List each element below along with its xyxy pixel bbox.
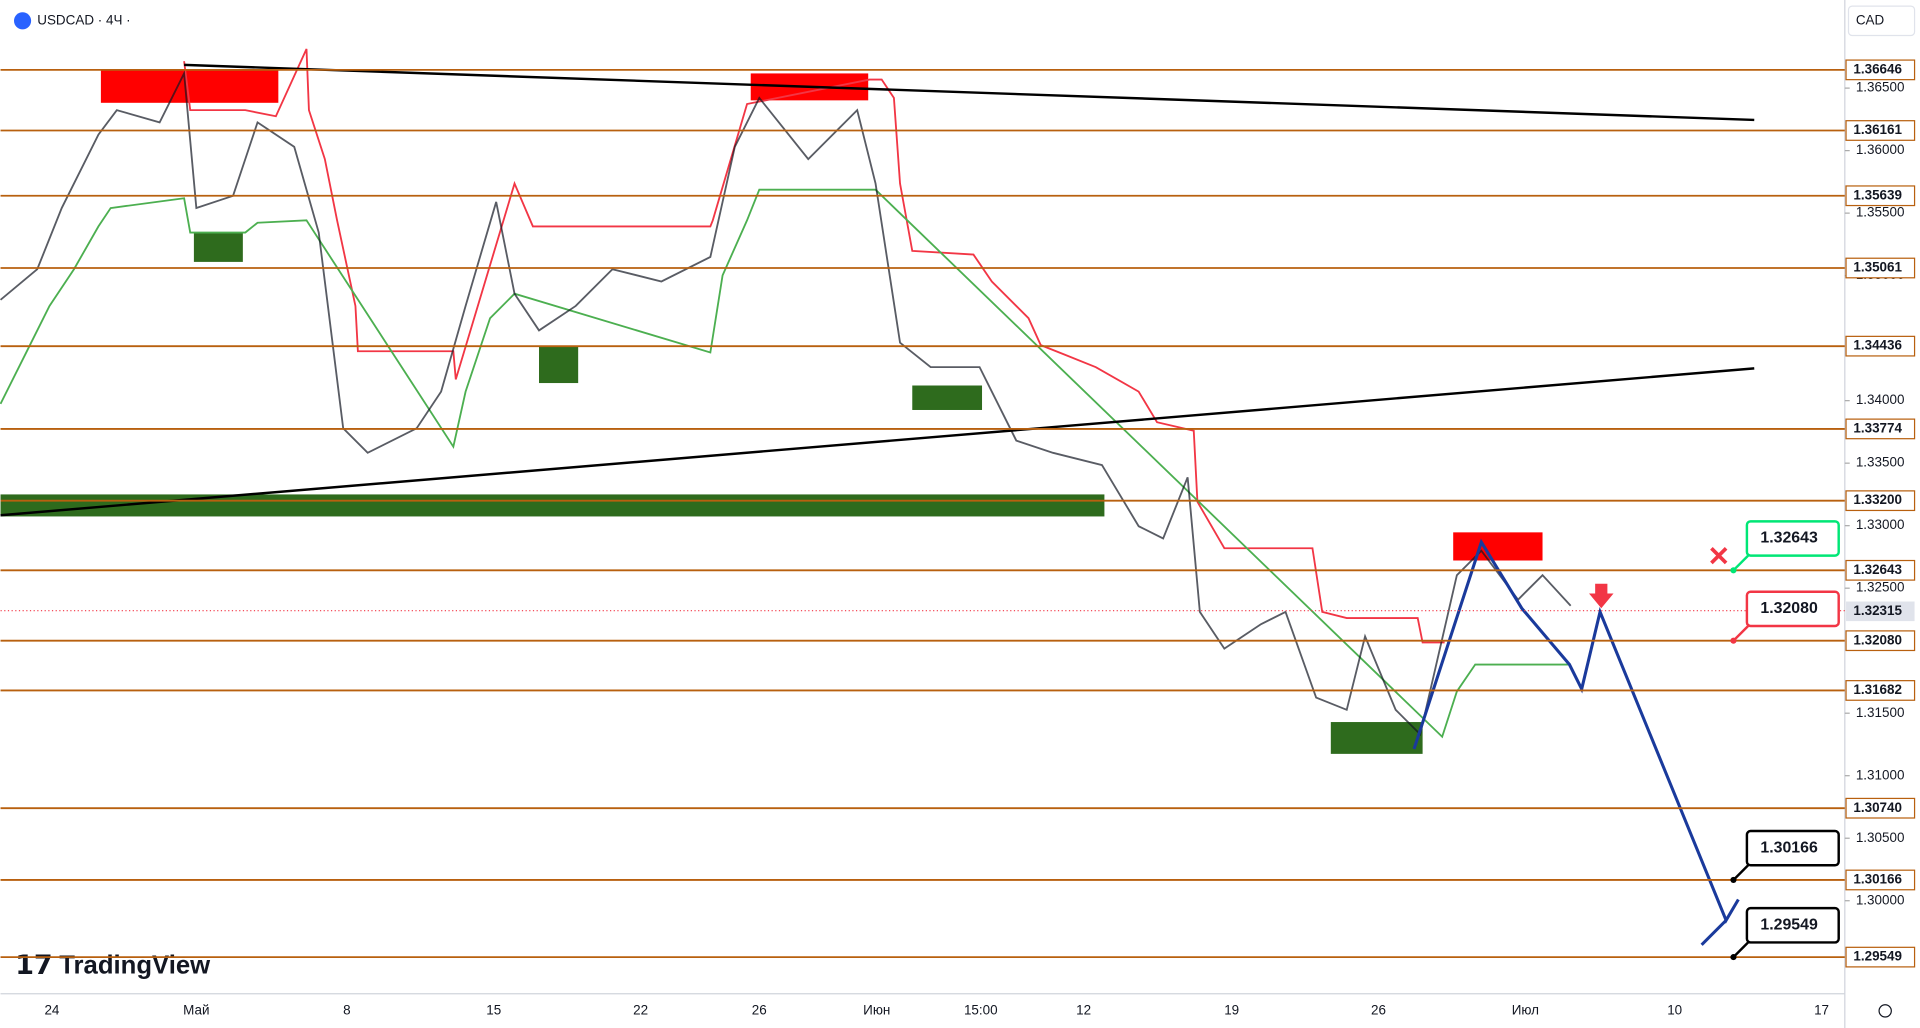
time-label: 10 bbox=[1667, 1002, 1682, 1017]
symbol: USDCAD · 4Ч · bbox=[37, 12, 130, 27]
callout-label: 1.32643 bbox=[1760, 530, 1818, 547]
price-tick-label: 1.36000 bbox=[1856, 142, 1905, 157]
level-label: 1.33200 bbox=[1853, 492, 1902, 507]
forecast-path bbox=[1412, 538, 1740, 924]
supertrend-line bbox=[183, 48, 1445, 644]
callout-label: 1.30166 bbox=[1760, 839, 1818, 856]
level-label-bg bbox=[1845, 335, 1916, 357]
price-tick-label: 1.32500 bbox=[1856, 580, 1905, 595]
time-label: Июл bbox=[1512, 1002, 1539, 1017]
level-label-bg bbox=[1845, 869, 1916, 891]
time-label: 12 bbox=[1076, 1002, 1091, 1017]
trendline bbox=[184, 63, 1755, 122]
price-tick-label: 1.31500 bbox=[1856, 705, 1905, 720]
current-price-label: 1.32315 bbox=[1853, 603, 1902, 618]
level-label-bg bbox=[1845, 680, 1916, 701]
flag-icon bbox=[13, 12, 32, 30]
level-label-bg bbox=[1845, 490, 1916, 512]
level-label-bg bbox=[1845, 797, 1916, 819]
callout-label: 1.29549 bbox=[1760, 916, 1818, 933]
level-label: 1.36161 bbox=[1853, 122, 1902, 137]
resistance-zone bbox=[1453, 532, 1543, 561]
support-zone bbox=[912, 385, 983, 410]
current-price-bg bbox=[1846, 601, 1915, 622]
time-label: 26 bbox=[1371, 1002, 1386, 1017]
level-label: 1.35639 bbox=[1853, 187, 1902, 202]
level-label-bg bbox=[1845, 418, 1916, 440]
callout-anchor bbox=[1730, 876, 1737, 884]
time-label: 24 bbox=[44, 1002, 59, 1017]
level-label-bg bbox=[1845, 946, 1916, 968]
callout-box bbox=[1745, 906, 1840, 944]
level-label-bg bbox=[1845, 120, 1916, 141]
time-label: 15:00 bbox=[964, 1002, 998, 1017]
price-tick-label: 1.35500 bbox=[1856, 205, 1905, 220]
level-label: 1.31682 bbox=[1853, 682, 1902, 697]
supertrend-line bbox=[0, 188, 1571, 739]
level-label-bg bbox=[1845, 559, 1916, 581]
level-label: 1.32080 bbox=[1853, 632, 1902, 647]
price-tick-label: 1.30500 bbox=[1856, 830, 1905, 845]
currency[interactable]: CAD bbox=[1856, 12, 1885, 27]
time-label: Июн bbox=[863, 1002, 890, 1017]
callout-box bbox=[1745, 590, 1840, 628]
resistance-zone bbox=[100, 69, 279, 103]
sell-arrow bbox=[1589, 583, 1614, 609]
level-label: 1.30740 bbox=[1853, 800, 1902, 815]
support-zone bbox=[539, 346, 579, 384]
callout-label: 1.32080 bbox=[1760, 600, 1818, 617]
price-tick-label: 1.30000 bbox=[1856, 892, 1905, 907]
cancel-icon bbox=[1710, 546, 1728, 565]
currency-button[interactable] bbox=[1847, 5, 1916, 37]
time-label: 26 bbox=[752, 1002, 767, 1017]
level-label-bg bbox=[1845, 257, 1916, 279]
level-label: 1.36646 bbox=[1853, 61, 1902, 76]
level-label-bg bbox=[1845, 185, 1916, 207]
price-tick-label: 1.36500 bbox=[1856, 80, 1905, 95]
callout-box bbox=[1745, 829, 1840, 867]
forecast-arrow bbox=[1700, 919, 1728, 946]
level-label: 1.33774 bbox=[1853, 420, 1902, 435]
callout-anchor bbox=[1730, 954, 1737, 961]
level-label: 1.35061 bbox=[1853, 260, 1902, 275]
callout-box bbox=[1745, 520, 1840, 557]
time-label: Май bbox=[183, 1002, 209, 1017]
callout-anchor bbox=[1730, 567, 1737, 574]
trendline bbox=[0, 367, 1755, 517]
callout-pointer bbox=[1732, 941, 1749, 958]
time-label: 15 bbox=[486, 1002, 501, 1017]
support-zone bbox=[193, 232, 243, 262]
price-tick-label: 1.33000 bbox=[1856, 517, 1905, 532]
price-path bbox=[0, 70, 1572, 737]
level-label: 1.32643 bbox=[1853, 562, 1902, 577]
support-zone bbox=[1330, 722, 1423, 754]
time-label: 22 bbox=[633, 1002, 648, 1017]
time-label: 17 bbox=[1814, 1002, 1829, 1017]
price-tick-label: 1.34000 bbox=[1856, 392, 1905, 407]
settings-icon[interactable] bbox=[1878, 1004, 1892, 1018]
level-label: 1.29549 bbox=[1853, 949, 1902, 964]
time-label: 8 bbox=[343, 1002, 350, 1017]
support-zone bbox=[0, 494, 1105, 517]
callout-pointer bbox=[1732, 625, 1749, 642]
level-label-bg bbox=[1845, 59, 1916, 81]
price-tick-label: 1.33500 bbox=[1856, 455, 1905, 470]
price-tick-label: 1.31000 bbox=[1856, 767, 1905, 782]
level-label: 1.30166 bbox=[1853, 872, 1902, 887]
level-label: 1.34436 bbox=[1853, 338, 1902, 353]
callout-pointer bbox=[1732, 554, 1749, 572]
logo: TradingView bbox=[59, 952, 211, 980]
callout-pointer bbox=[1732, 864, 1749, 881]
level-label-bg bbox=[1845, 630, 1916, 652]
time-label: 19 bbox=[1224, 1002, 1239, 1017]
callout-anchor bbox=[1730, 637, 1737, 644]
logo-mark: 𝟭𝟳 bbox=[15, 950, 52, 980]
